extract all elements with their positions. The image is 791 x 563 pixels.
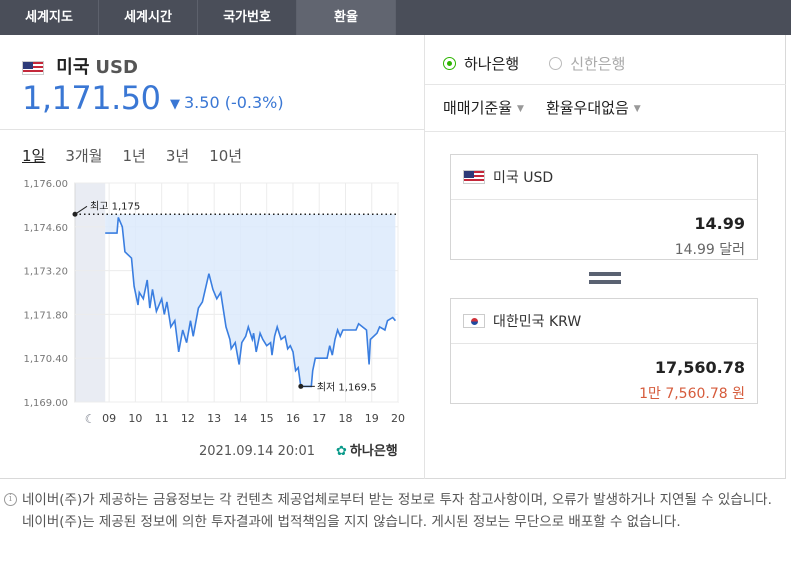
rate-options: 매매기준율 ▼ 환율우대없음 ▼ [443, 97, 641, 118]
currency-name: 미국 [56, 57, 90, 78]
hana-logo-icon: ✿ [336, 444, 347, 459]
radio-hana-bank[interactable]: 하나은행 [443, 53, 519, 74]
high-leader [74, 205, 88, 215]
tab-exchange-rate[interactable]: 환율 [297, 0, 396, 35]
timestamp: 2021.09.14 20:01 [199, 444, 316, 459]
to-amount-words: 1만 7,560.78 원 [639, 386, 745, 402]
rate-line [105, 217, 397, 388]
period-3m[interactable]: 3개월 [65, 147, 103, 165]
y-tick-label: 1,173.20 [23, 267, 68, 278]
kr-flag-icon [463, 314, 485, 328]
x-tick-label: 19 [365, 412, 379, 425]
night-shade [75, 183, 106, 402]
tab-bar: 세계지도 세계시간 국가번호 환율 [0, 0, 791, 35]
low-label: 최저 1,169.5 [317, 381, 377, 393]
y-tick-label: 1,169.00 [23, 398, 68, 409]
x-tick-label: 17 [312, 412, 326, 425]
to-currency-box[interactable]: 대한민국 KRW 17,560.78 1만 7,560.78 원 [450, 298, 758, 404]
info-icon: i [4, 493, 17, 506]
period-3y[interactable]: 3년 [165, 147, 190, 165]
tab-world-map[interactable]: 세계지도 [0, 0, 99, 35]
x-tick-label: 12 [181, 412, 195, 425]
radio-unchecked-icon [549, 57, 563, 70]
divider [425, 131, 786, 132]
to-amount-value: 17,560.78 [654, 358, 745, 377]
currency-code: USD [95, 57, 138, 78]
period-10y[interactable]: 10년 [209, 147, 243, 165]
x-tick-label: 11 [155, 412, 169, 425]
equals-icon [589, 272, 621, 284]
us-flag-icon [463, 170, 485, 184]
high-label: 최고 1,175 [90, 200, 140, 212]
disclaimer-text: 네이버(주)가 제공하는 금융정보는 각 컨텐츠 제공업체로부터 받는 정보로 … [22, 492, 772, 530]
tab-country-code[interactable]: 국가번호 [198, 0, 297, 35]
from-amount-input[interactable]: 14.99 [694, 214, 745, 233]
x-tick-label: 20 [391, 412, 405, 425]
period-selector: 1일 3개월 1년 3년 10년 [22, 145, 262, 166]
change-percent: (-0.3%) [224, 93, 284, 112]
caret-down-icon: ▼ [517, 103, 524, 114]
x-tick-label: 09 [102, 412, 116, 425]
from-currency-label: 미국 USD [493, 170, 554, 186]
x-tick-label: 18 [338, 412, 352, 425]
current-rate: 1,171.50 [22, 79, 161, 117]
x-tick-label: 15 [260, 412, 274, 425]
from-currency-box[interactable]: 미국 USD 14.99 14.99 달러 [450, 154, 758, 260]
change-amount: 3.50 [184, 93, 220, 112]
rate-chart-section: 미국 USD 1,171.50 ▼ 3.50 (-0.3%) 1일 3개월 1년 3… [0, 35, 425, 479]
x-tick-label: 16 [286, 412, 300, 425]
radio-checked-icon [443, 57, 456, 70]
to-currency-select[interactable]: 대한민국 KRW [451, 299, 757, 344]
to-currency-label: 대한민국 KRW [493, 314, 582, 330]
x-tick-label: 13 [207, 412, 221, 425]
currency-header: 미국 USD [22, 53, 138, 79]
moon-icon: ☾ [85, 412, 96, 426]
y-tick-label: 1,170.40 [23, 354, 68, 365]
down-triangle-icon: ▼ [170, 97, 180, 112]
rate-line-chart: 1,176.00 1,174.60 1,173.20 1,171.80 1,170.40… [23, 179, 405, 426]
converter-section: 하나은행 신한은행 매매기준율 ▼ 환율우대없음 ▼ 미국 USD 14.99 14… [425, 35, 786, 479]
tab-world-time[interactable]: 세계시간 [99, 0, 198, 35]
rate-change: ▼ 3.50 (-0.3%) [170, 93, 284, 112]
hana-bank-logo: ✿ 하나은행 [336, 444, 398, 459]
us-flag-icon [22, 61, 44, 75]
from-amount-words: 14.99 달러 [674, 242, 745, 258]
rate-type-dropdown[interactable]: 매매기준율 ▼ [443, 99, 524, 117]
exchange-panel [0, 35, 786, 479]
x-tick-label: 14 [233, 412, 247, 425]
y-tick-label: 1,174.60 [23, 223, 68, 234]
period-1d[interactable]: 1일 [22, 147, 46, 165]
bank-selector: 하나은행 신한은행 [443, 53, 625, 74]
divider [425, 84, 786, 85]
period-1y[interactable]: 1년 [122, 147, 146, 165]
divider [0, 129, 424, 130]
y-tick-label: 1,176.00 [23, 179, 68, 190]
x-tick-label: 10 [128, 412, 142, 425]
caret-down-icon: ▼ [633, 103, 641, 114]
from-currency-select[interactable]: 미국 USD [451, 155, 757, 200]
preference-dropdown[interactable]: 환율우대없음 ▼ [545, 99, 641, 117]
radio-shinhan-bank[interactable]: 신한은행 [549, 53, 625, 74]
y-tick-label: 1,171.80 [23, 310, 68, 321]
